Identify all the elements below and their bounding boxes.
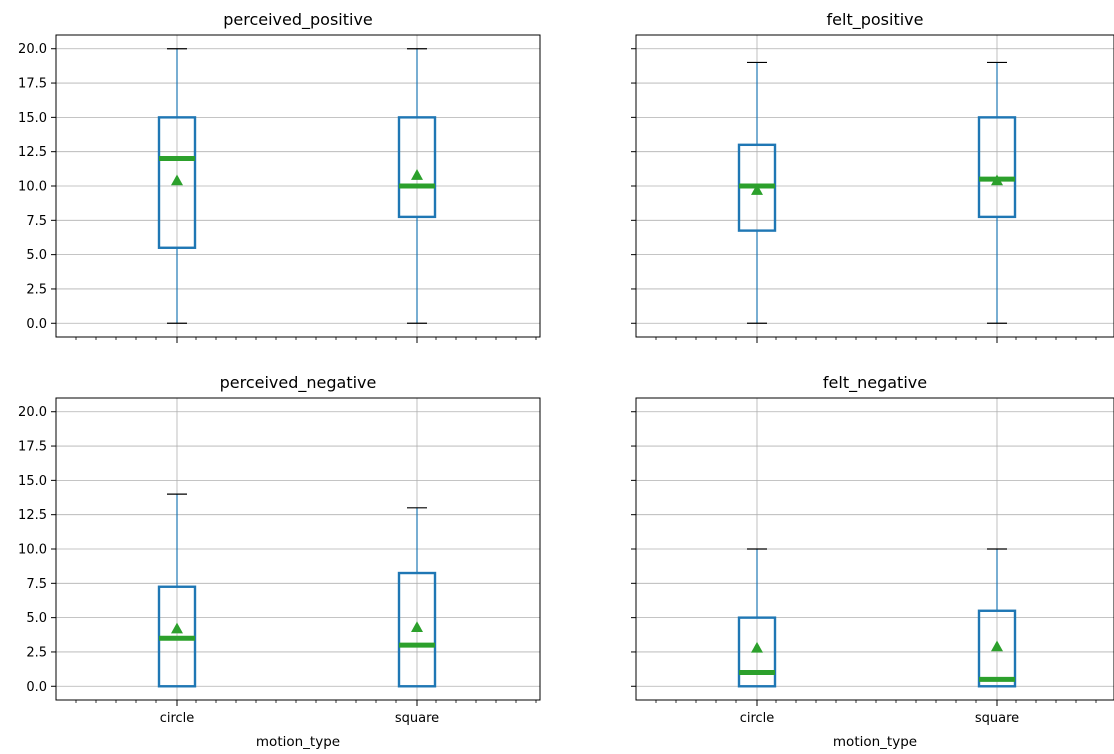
y-tick-label: 5.0 [26, 611, 47, 626]
box-iqr [737, 616, 777, 688]
subplot-felt_negative: circle square felt_negative motion_type [631, 373, 1114, 750]
subplot-title: perceived_negative [220, 373, 377, 393]
mean-marker [751, 184, 763, 195]
mean-marker [991, 640, 1003, 652]
mean-marker [411, 169, 423, 180]
box-square [397, 48, 437, 324]
x-tick-label: circle [160, 711, 195, 726]
mean-marker [991, 174, 1003, 186]
mean-marker [751, 641, 763, 653]
y-tick-label: 20.0 [18, 42, 47, 57]
y-tick-label: 20.0 [18, 405, 47, 420]
box-circle [737, 61, 777, 324]
subplot-perceived_positive: 0.0 2.5 5.0 7.5 10.0 12.5 15.0 17.5 20.0 perceive… [18, 10, 541, 343]
x-tick-label: square [395, 711, 439, 726]
box-iqr [397, 571, 437, 688]
box-circle [157, 493, 197, 688]
y-tick-label: 17.5 [18, 440, 47, 455]
y-tick-label: 10.0 [18, 180, 47, 195]
y-tick-label: 12.5 [18, 145, 47, 160]
box-iqr [977, 116, 1017, 219]
x-axis-label: motion_type [833, 734, 917, 750]
y-tick-label: 12.5 [18, 508, 47, 523]
subplot-title: perceived_positive [223, 10, 373, 30]
mean-marker [171, 622, 183, 634]
y-tick-label: 15.0 [18, 111, 47, 126]
box-circle [157, 48, 197, 324]
subplot-perceived_negative: 0.0 2.5 5.0 7.5 10.0 12.5 15.0 17.5 20.0 circle sq… [18, 373, 541, 750]
y-tick-label: 7.5 [26, 214, 47, 229]
y-tick-label: 15.0 [18, 474, 47, 489]
subplot-title: felt_negative [823, 373, 927, 393]
y-tick-label: 10.0 [18, 543, 47, 558]
box-iqr [977, 609, 1017, 688]
y-tick-label: 2.5 [26, 282, 47, 297]
mean-marker [171, 174, 183, 186]
mean-marker [411, 621, 423, 633]
y-tick-label: 7.5 [26, 577, 47, 592]
x-tick-label: square [975, 711, 1019, 726]
x-tick-label: circle [740, 711, 775, 726]
box-iqr [157, 116, 197, 249]
x-axis-label: motion_type [256, 734, 340, 750]
box-square [977, 548, 1017, 688]
box-circle [737, 548, 777, 688]
subplot-title: felt_positive [827, 10, 924, 30]
box-square [397, 507, 437, 688]
y-tick-label: 0.0 [26, 317, 47, 332]
y-tick-label: 2.5 [26, 645, 47, 660]
y-tick-label: 17.5 [18, 77, 47, 92]
box-square [977, 61, 1017, 324]
y-tick-label: 0.0 [26, 680, 47, 695]
y-tick-label: 5.0 [26, 248, 47, 263]
box-iqr [397, 116, 437, 219]
subplot-felt_positive: felt_positive [631, 10, 1114, 343]
